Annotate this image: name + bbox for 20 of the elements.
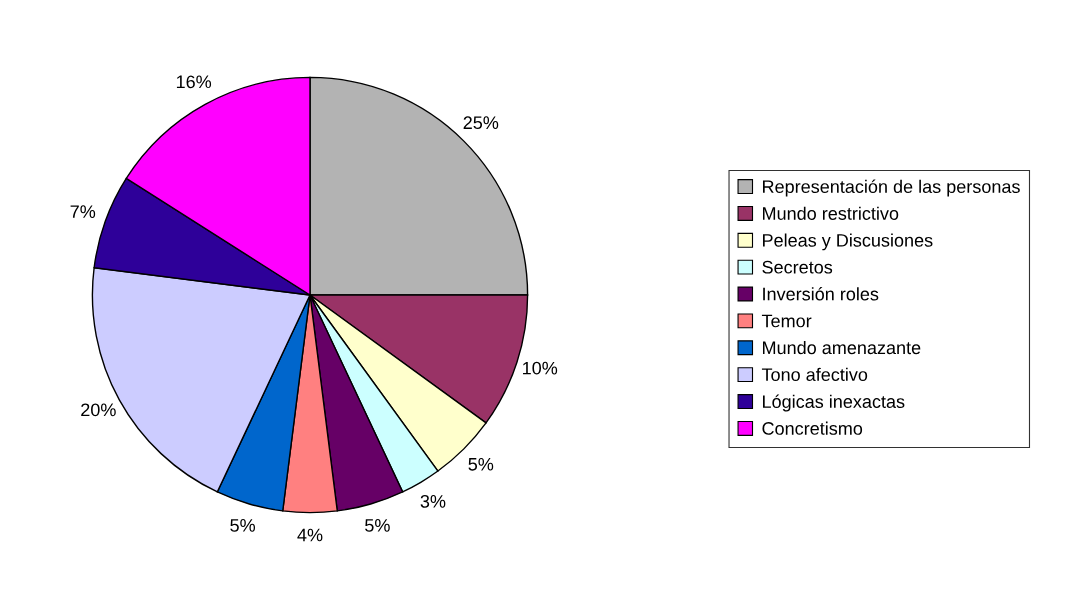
- data-label: 5%: [468, 457, 494, 471]
- legend-label: Temor: [761, 314, 812, 328]
- legend-label: Mundo restrictivo: [763, 206, 899, 220]
- data-label: 5%: [230, 519, 256, 532]
- data-label: 3%: [420, 494, 446, 508]
- legend-label: Tono afectivo: [761, 367, 868, 382]
- legend-label: Peleas y Discusiones: [763, 233, 933, 251]
- data-label: 5%: [365, 519, 390, 532]
- legend-label: Lógicas inexactas: [763, 394, 905, 412]
- data-label: 25%: [463, 116, 499, 130]
- data-label: 20%: [81, 403, 116, 417]
- legend-label: Secretos: [762, 260, 833, 274]
- data-label: 7%: [70, 205, 96, 218]
- data-label: 16%: [176, 75, 212, 89]
- legend-label: Mundo amenazante: [763, 340, 921, 355]
- data-label: 10%: [523, 361, 558, 375]
- legend-label: Concretismo: [762, 421, 863, 435]
- data-label: 4%: [297, 528, 323, 542]
- legend-label: Representación de las personas: [763, 179, 1020, 197]
- legend-label: Inversión roles: [763, 286, 879, 301]
